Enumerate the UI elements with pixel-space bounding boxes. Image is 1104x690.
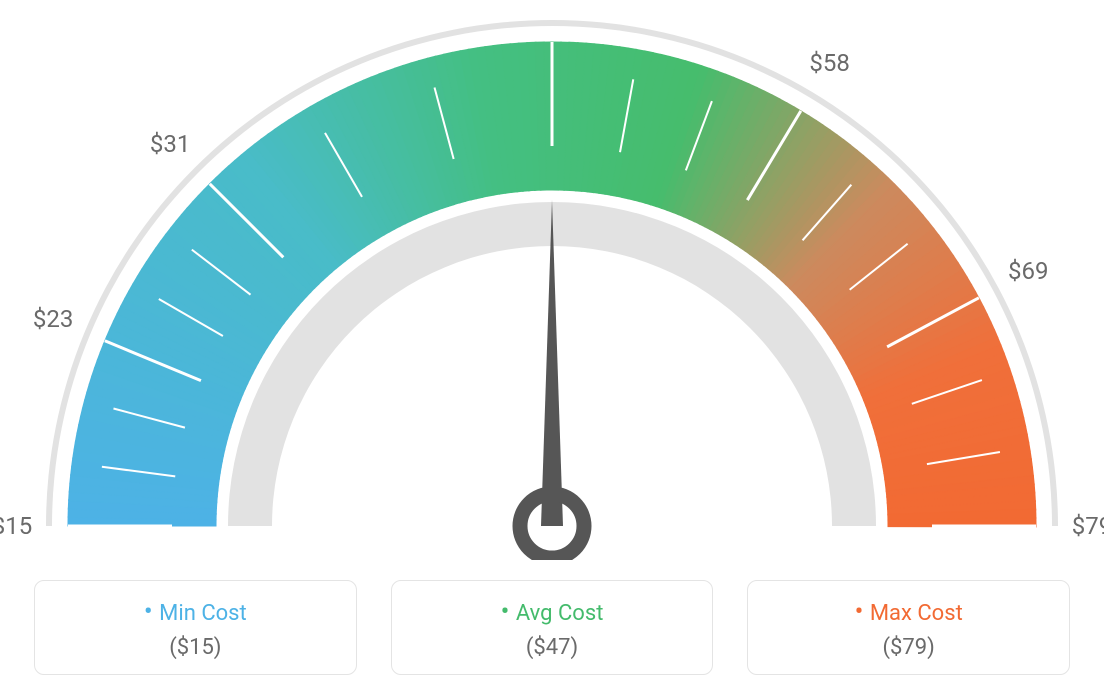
tick-label: $23 (33, 305, 73, 333)
legend-value: ($15) (45, 635, 346, 660)
legend-title: Min Cost (45, 597, 346, 627)
legend-card: Avg Cost ($47) (391, 580, 714, 675)
gauge-needle (541, 200, 563, 526)
tick-label: $15 (0, 512, 32, 540)
legend-title: Avg Cost (402, 597, 703, 627)
tick-label: $31 (150, 130, 190, 158)
gauge-svg (0, 0, 1104, 560)
tick-label: $79 (1072, 512, 1104, 540)
gauge-chart: $15$23$31$47$58$69$79 (0, 0, 1104, 560)
legend-card: Min Cost ($15) (34, 580, 357, 675)
tick-label: $58 (809, 49, 849, 77)
legend-row: Min Cost ($15) Avg Cost ($47) Max Cost ($79) (0, 580, 1104, 675)
tick-label: $69 (1008, 257, 1048, 285)
legend-value: ($47) (402, 635, 703, 660)
legend-title: Max Cost (758, 597, 1059, 627)
legend-value: ($79) (758, 635, 1059, 660)
legend-card: Max Cost ($79) (747, 580, 1070, 675)
